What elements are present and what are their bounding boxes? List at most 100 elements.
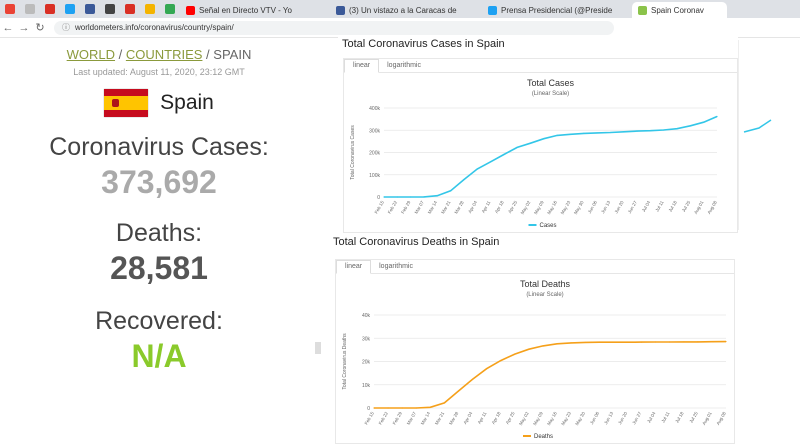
data-point: [569, 133, 572, 135]
recovered-value: N/A: [131, 338, 187, 374]
data-point: [655, 341, 657, 343]
back-icon[interactable]: ←: [2, 21, 14, 34]
url-field[interactable]: ⓘ worldometers.info/coronavirus/country/…: [54, 20, 614, 35]
scroll-indicator[interactable]: [315, 342, 321, 354]
y-tick-label: 0: [377, 195, 380, 201]
x-tick-label: Jun 20: [614, 200, 625, 215]
browser-tab[interactable]: (3) Un vistazo a la Caracas de: [330, 2, 482, 18]
browser-tab-bar: Señal en Directo VTV - Yo (3) Un vistazo…: [0, 0, 800, 18]
x-tick-label: Jun 06: [587, 200, 598, 215]
x-tick-label: Mar 28: [448, 411, 460, 426]
data-point: [463, 179, 465, 181]
x-tick-label: Aug 08: [715, 411, 727, 426]
tab-logarithmic[interactable]: logarithmic: [379, 263, 413, 270]
last-updated: Last updated: August 11, 2020, 23:12 GMT: [73, 67, 245, 77]
gmail-icon[interactable]: [5, 4, 15, 14]
data-point: [669, 341, 671, 343]
country-header: Spain: [0, 89, 318, 117]
data-point: [676, 128, 678, 130]
breadcrumb-world[interactable]: WORLD: [66, 47, 116, 62]
pinned-tab-icon[interactable]: [45, 4, 55, 14]
data-point: [716, 115, 718, 118]
reload-icon[interactable]: ↻: [35, 22, 45, 34]
x-tick-label: Mar 21: [440, 200, 452, 215]
data-point: [528, 348, 530, 350]
x-tick-label: Mar 07: [413, 200, 425, 215]
data-point: [373, 407, 375, 409]
data-point: [683, 341, 685, 343]
data-point: [689, 125, 691, 127]
browser-tab[interactable]: Señal en Directo VTV - Yo: [180, 2, 330, 18]
browser-tab-active[interactable]: Spain Coronav: [632, 2, 727, 18]
pinned-tab-icon[interactable]: [105, 4, 115, 14]
data-point: [583, 132, 585, 134]
pinned-tab-icon[interactable]: [145, 4, 155, 14]
y-tick-label: 200k: [369, 151, 380, 157]
x-tick-label: Mar 07: [406, 411, 418, 426]
data-point: [626, 341, 629, 343]
x-tick-label: Apr 04: [467, 200, 478, 214]
data-point: [410, 196, 412, 198]
y-axis-label: Total Coronavirus Cases: [350, 125, 356, 180]
tab-linear[interactable]: linear: [336, 260, 372, 274]
x-tick-label: Mar 21: [434, 411, 446, 426]
x-tick-label: Jul 18: [674, 411, 685, 424]
y-tick-label: 0: [367, 406, 370, 412]
x-tick-label: Feb 22: [387, 200, 399, 215]
data-point: [711, 341, 713, 343]
cases-label: Coronavirus Cases:: [49, 133, 269, 161]
y-tick-label: 40k: [362, 313, 371, 319]
pinned-tab-icon[interactable]: [165, 4, 175, 14]
breadcrumb-countries[interactable]: COUNTRIES: [125, 47, 203, 62]
data-point: [443, 402, 445, 404]
x-tick-label: May 02: [520, 200, 532, 216]
data-point: [401, 407, 403, 409]
cases-value: 373,692: [101, 164, 217, 200]
x-tick-label: May 09: [533, 200, 545, 216]
x-tick-label: Jul 18: [668, 200, 679, 213]
y-tick-label: 30k: [362, 336, 371, 342]
y-tick-label: 10k: [362, 383, 371, 389]
data-point: [636, 130, 638, 132]
data-point: [640, 341, 643, 343]
mastodon-icon[interactable]: [85, 4, 95, 14]
x-tick-label: Apr 04: [462, 411, 473, 425]
tab-linear[interactable]: linear: [344, 59, 380, 73]
breadcrumb-current: SPAIN: [213, 47, 252, 62]
breadcrumb-separator: /: [115, 47, 126, 62]
site-info-icon[interactable]: ⓘ: [62, 23, 70, 32]
country-summary: WORLD / COUNTRIES / SPAIN Last updated: …: [0, 38, 318, 445]
pinned-tab-icon[interactable]: [125, 4, 135, 14]
data-point: [486, 368, 488, 370]
x-tick-label: Mar 14: [420, 411, 432, 426]
y-tick-label: 100k: [369, 173, 380, 179]
browser-tab[interactable]: Prensa Presidencial (@Preside: [482, 2, 632, 18]
forward-icon[interactable]: →: [18, 21, 30, 34]
deaths-chart: Total Deaths (Linear Scale) 0 10k 20k 30k 40k T…: [342, 279, 727, 440]
cases-scale-tabs: linear logarithmic: [344, 59, 737, 73]
breadcrumb: WORLD / COUNTRIES / SPAIN: [0, 47, 318, 62]
x-tick-label: May 16: [546, 411, 558, 427]
data-point: [383, 196, 385, 198]
x-tick-label: Aug 08: [706, 200, 718, 215]
x-tick-label: Jul 25: [688, 411, 699, 424]
series-line: [384, 115, 718, 198]
data-point: [570, 342, 572, 344]
x-tick-label: Apr 18: [491, 411, 502, 425]
data-point: [697, 341, 699, 343]
data-point: [436, 195, 438, 197]
data-point: [387, 407, 389, 409]
twitter-icon[interactable]: [65, 4, 75, 14]
deaths-chart-heading: Total Coronavirus Deaths in Spain: [333, 236, 500, 248]
deaths-label: Deaths:: [115, 219, 203, 247]
x-tick-label: Apr 25: [505, 411, 516, 425]
data-point: [503, 153, 505, 156]
tab-label: Prensa Presidencial (@Preside: [501, 5, 613, 15]
x-tick-label: Jun 13: [603, 411, 614, 426]
x-tick-label: Jun 20: [617, 411, 628, 426]
data-point: [489, 161, 492, 163]
pinned-tab-icon[interactable]: [25, 4, 35, 14]
data-point: [476, 168, 478, 170]
tab-logarithmic[interactable]: logarithmic: [387, 62, 421, 69]
x-tick-label: Aug 01: [701, 411, 713, 426]
